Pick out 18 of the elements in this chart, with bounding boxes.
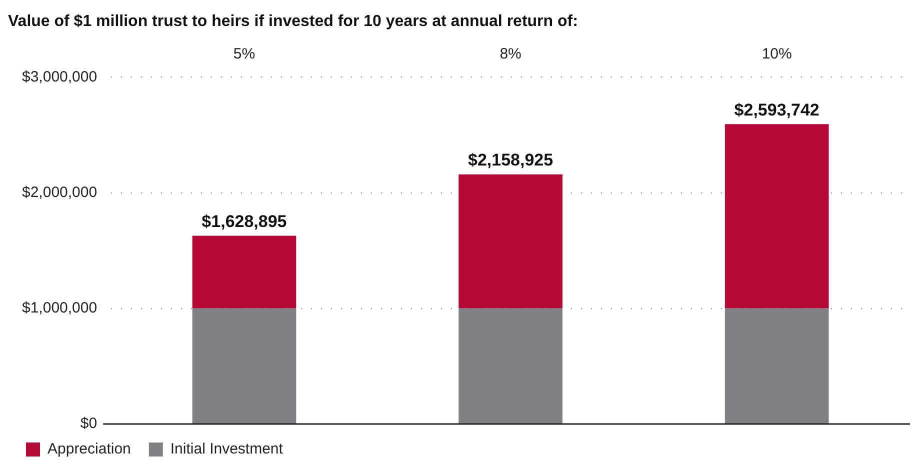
total-label: $1,628,895 bbox=[202, 212, 287, 231]
y-tick-label: $0 bbox=[80, 415, 98, 432]
legend-label: Appreciation bbox=[48, 440, 131, 458]
bar bbox=[724, 124, 829, 308]
bar bbox=[458, 308, 562, 424]
y-tick-label: $3,000,000 bbox=[22, 68, 98, 86]
x-tick-label: 8% bbox=[500, 45, 522, 62]
chart-title: Value of $1 million trust to heirs if invested for 10 years at annual return of: bbox=[8, 13, 578, 30]
total-label: $2,158,925 bbox=[468, 150, 554, 170]
total-label: $2,593,742 bbox=[734, 100, 820, 120]
bar bbox=[192, 236, 296, 308]
x-tick-label: 5% bbox=[233, 45, 256, 62]
bar bbox=[458, 174, 562, 308]
x-tick-label: 10% bbox=[762, 45, 792, 62]
bar bbox=[724, 308, 829, 424]
y-tick-label: $1,000,000 bbox=[22, 300, 98, 317]
y-tick-label: $2,000,000 bbox=[22, 184, 98, 201]
legend-label: Initial Investment bbox=[170, 440, 284, 458]
